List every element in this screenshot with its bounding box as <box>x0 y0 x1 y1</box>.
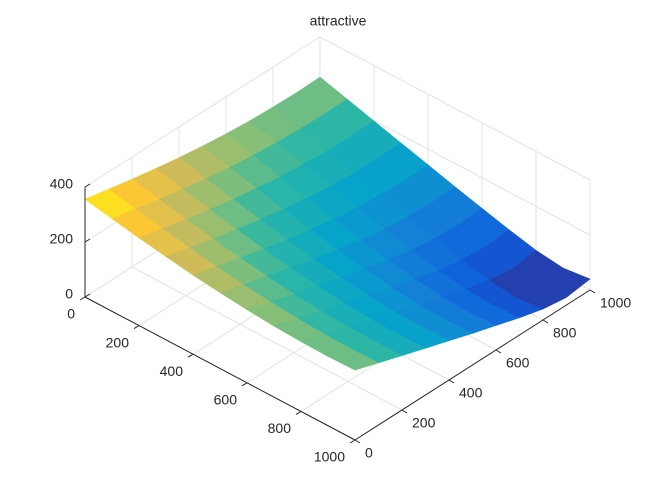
x-tick-label: 0 <box>67 306 75 322</box>
tick-mark <box>349 439 356 444</box>
tick-mark <box>542 319 549 324</box>
axis-line <box>84 296 356 441</box>
grid-line <box>131 266 403 411</box>
x-tick-label: 600 <box>214 392 238 408</box>
y-tick-label: 800 <box>553 325 577 341</box>
chart-title: attractive <box>310 13 367 29</box>
tick-mark <box>133 325 140 330</box>
y-tick-label: 1000 <box>600 295 631 311</box>
y-tick-label: 400 <box>459 385 483 401</box>
tick-mark <box>84 238 91 243</box>
tick-mark <box>187 353 194 358</box>
z-tick-label: 400 <box>50 176 74 192</box>
z-tick-label: 0 <box>65 286 73 302</box>
surface-patch <box>327 348 379 371</box>
tick-mark <box>79 296 86 301</box>
y-tick-label: 200 <box>412 415 436 431</box>
x-tick-label: 400 <box>160 363 184 379</box>
x-tick-label: 800 <box>268 420 292 436</box>
tick-mark <box>448 379 455 384</box>
tick-mark <box>295 410 302 415</box>
y-tick-label: 0 <box>365 445 373 461</box>
tick-mark <box>241 382 248 387</box>
axis-line <box>354 289 591 441</box>
tick-mark <box>354 439 361 444</box>
grid-line <box>84 36 321 188</box>
y-tick-label: 600 <box>506 355 530 371</box>
x-tick-label: 200 <box>106 334 130 350</box>
grid-line <box>319 36 591 181</box>
tick-mark <box>589 289 596 294</box>
tick-mark <box>84 293 91 298</box>
tick-mark <box>495 349 502 354</box>
tick-mark <box>401 409 408 414</box>
x-tick-label: 1000 <box>314 449 345 465</box>
tick-mark <box>84 183 91 188</box>
z-tick-label: 200 <box>50 231 74 247</box>
